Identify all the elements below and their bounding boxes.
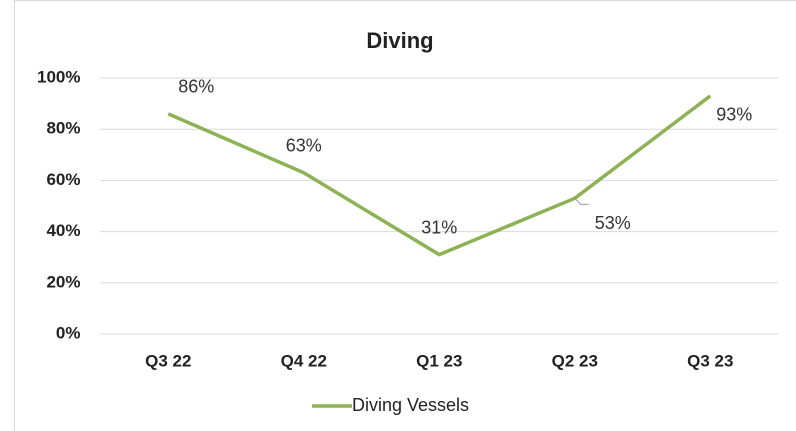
data-label: 31% — [421, 217, 457, 237]
line — [167, 94, 712, 257]
x-tick-label: Q1 23 — [416, 351, 462, 370]
y-tick-label: 100% — [37, 67, 80, 86]
x-tick-label: Q3 23 — [687, 351, 733, 370]
data-label: 86% — [178, 77, 214, 97]
data-label: 93% — [716, 105, 752, 125]
y-tick-label: 80% — [46, 119, 80, 138]
data-label: 53% — [595, 213, 631, 233]
y-tick-label: 60% — [46, 170, 80, 189]
leader-line — [574, 197, 589, 205]
y-tick-label: 0% — [56, 323, 81, 342]
x-tick-label: Q4 22 — [281, 351, 327, 370]
x-tick-label: Q2 23 — [552, 351, 598, 370]
legend-label: Diving Vessels — [352, 395, 469, 415]
y-tick-label: 20% — [46, 272, 80, 291]
data-label: 63% — [286, 135, 322, 155]
y-tick-label: 40% — [46, 221, 80, 240]
x-tick-label: Q3 22 — [145, 351, 191, 370]
chart-border — [14, 0, 796, 431]
chart-title: Diving — [366, 28, 433, 53]
